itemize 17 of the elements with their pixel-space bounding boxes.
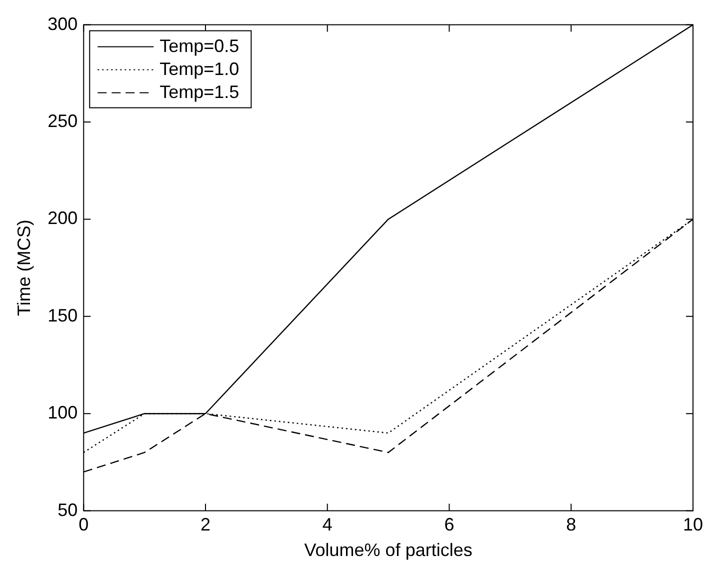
- y-tick-label: 100: [48, 402, 78, 423]
- y-tick-label: 50: [58, 500, 78, 520]
- x-tick-label: 4: [322, 514, 332, 535]
- y-axis-title: Time (MCS): [14, 220, 34, 316]
- x-tick-label: 8: [566, 514, 576, 535]
- y-tick-label: 300: [48, 14, 78, 34]
- legend-label: Temp=0.5: [160, 36, 240, 56]
- x-tick-label: 0: [78, 514, 89, 535]
- x-tick-label: 10: [682, 514, 704, 535]
- y-tick-label: 250: [48, 110, 78, 131]
- y-tick-label: 200: [48, 208, 78, 228]
- legend-label: Temp=1.0: [160, 58, 240, 79]
- y-tick-label: 150: [48, 305, 78, 326]
- x-tick-label: 2: [200, 514, 211, 535]
- legend-label: Temp=1.5: [160, 82, 240, 102]
- x-tick-label: 6: [444, 514, 454, 535]
- x-axis-title: Volume% of particles: [304, 540, 472, 560]
